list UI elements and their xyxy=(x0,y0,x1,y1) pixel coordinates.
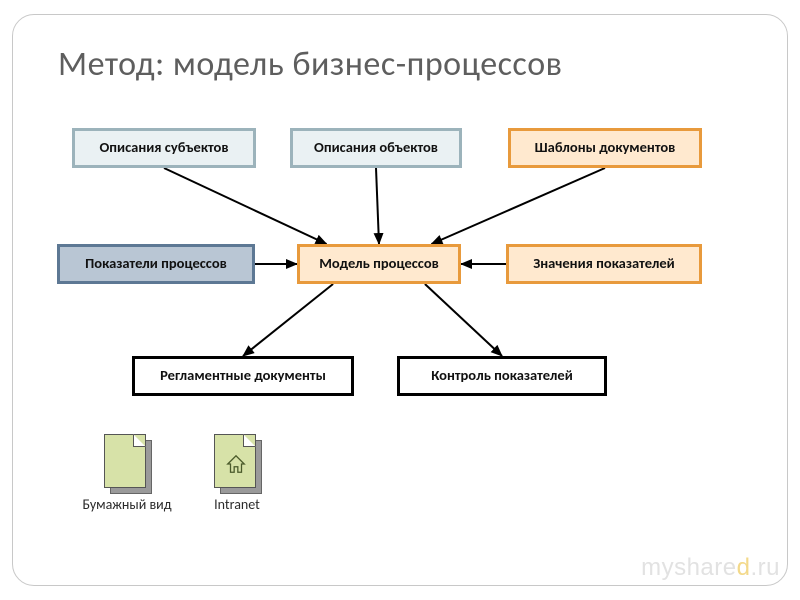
box-objects: Описания объектов xyxy=(290,128,462,168)
watermark-accent: d xyxy=(737,554,751,581)
box-model: Модель процессов xyxy=(297,244,461,284)
box-indicators: Показатели процессов xyxy=(57,244,255,284)
house-icon xyxy=(225,453,247,475)
box-control: Контроль показателей xyxy=(397,356,607,396)
paper-doc-label: Бумажный вид xyxy=(67,496,187,513)
box-templates: Шаблоны документов xyxy=(508,128,702,168)
intranet-doc-label: Intranet xyxy=(177,496,297,513)
box-regdocs: Регламентные документы xyxy=(132,356,354,396)
box-subjects: Описания субъектов xyxy=(72,128,256,168)
paper-doc-icon xyxy=(104,434,150,494)
watermark: myshared.ru xyxy=(641,554,780,582)
intranet-doc-icon xyxy=(214,434,260,494)
watermark-pre: myshare xyxy=(641,554,737,581)
slide-title: Метод: модель бизнес-процессов xyxy=(58,44,562,85)
watermark-post: .ru xyxy=(750,554,780,581)
box-values: Значения показателей xyxy=(506,244,702,284)
